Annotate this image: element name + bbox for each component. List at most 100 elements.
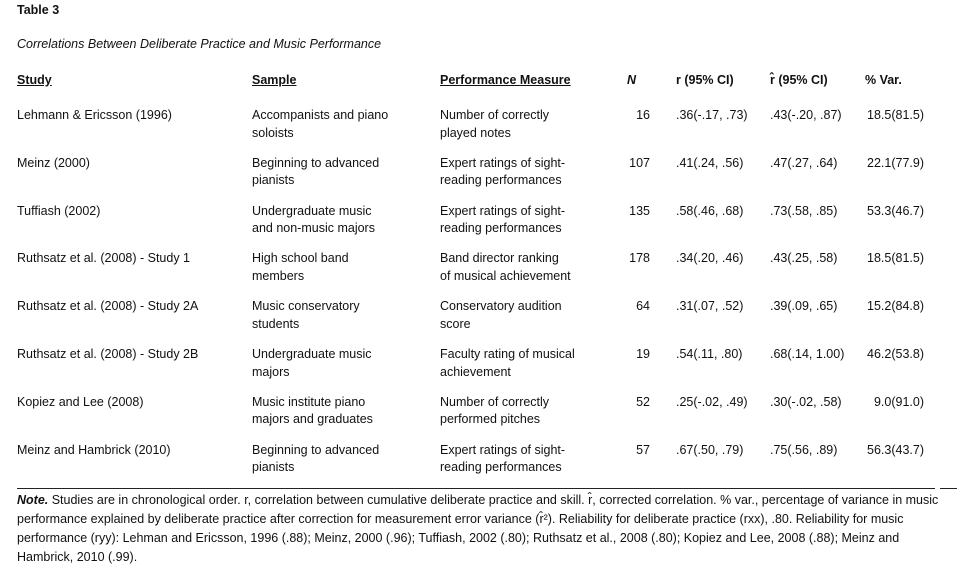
measure-cell-line: of musical achievement [440, 268, 571, 283]
var-cell: 9.0(91.0) [873, 394, 924, 409]
study-cell: Lehmann & Ericsson (1996) [17, 108, 172, 122]
measure-cell-line: Number of correctly [440, 108, 550, 122]
measure-cell-line: Expert ratings of sight- [440, 155, 566, 170]
measure-cell: Expert ratings of sight-reading performa… [440, 155, 565, 190]
sample-cell-line: majors and graduates [252, 412, 373, 427]
measure-cell-line: Expert ratings of sight- [440, 203, 566, 218]
header-sample: Sample [252, 73, 297, 87]
r-cell: .67(.50, .79) [676, 442, 744, 457]
n-cell: 19 [636, 347, 650, 361]
r-hat-cell: .68(.14, 1.00) [770, 347, 845, 361]
r-cell: .36(-.17, .73) [676, 108, 748, 122]
study-cell: Ruthsatz et al. (2008) - Study 1 [17, 251, 191, 266]
sample-cell-line: Beginning to advanced [252, 155, 380, 170]
sample-cell: Undergraduate music majors [252, 346, 372, 381]
measure-cell: Expert ratings of sight-reading performa… [440, 442, 565, 477]
r-cell: .41(.24, .56) [676, 155, 744, 170]
measure-cell-line: Band director ranking [440, 251, 559, 266]
n-cell: 64 [636, 299, 650, 314]
r-hat-cell: .75(.56, .89) [770, 442, 838, 457]
n-cell: 107 [629, 155, 650, 170]
measure-cell-line: performed pitches [440, 412, 541, 427]
r-hat-cell: .39(.09, .65) [770, 299, 838, 314]
sample-cell-line: and non-music majors [252, 221, 375, 236]
note-label: Note. [17, 493, 49, 507]
measure-cell-line: reading performances [440, 173, 562, 188]
var-cell: 53.3(46.7) [867, 203, 924, 218]
var-cell: 15.2(84.8) [867, 299, 924, 314]
sample-cell-line: Beginning to advanced [252, 442, 380, 457]
n-cell: 57 [636, 442, 650, 457]
measure-cell: Number of correctly played notes [440, 107, 549, 142]
n-cell: 52 [636, 394, 650, 409]
r-cell: .58(.46, .68) [676, 203, 744, 218]
r-cell: .25(-.02, .49) [676, 394, 748, 409]
r-cell: .31(.07, .52) [676, 299, 744, 314]
header-r-hat: r̂ (95% CI) [770, 73, 828, 87]
r-hat-cell: .43(.25, .58) [770, 251, 838, 266]
study-cell: Ruthsatz et al. (2008) - Study 2B [17, 347, 199, 361]
n-cell: 16 [636, 108, 650, 122]
study-cell: Tuffiash (2002) [17, 203, 101, 218]
measure-cell-line: played notes [440, 125, 511, 140]
n-cell: 178 [629, 251, 650, 266]
table-row: Tuffiash (2002) Undergraduate music and no… [0, 203, 957, 243]
table-row: Ruthsatz et al. (2008) - Study 1 High sch… [0, 250, 957, 290]
header-measure: Performance Measure [440, 73, 571, 87]
measure-cell-line: score [440, 316, 471, 331]
study-cell: Meinz and Hambrick (2010) [17, 442, 171, 457]
measure-cell-line: achievement [440, 364, 511, 379]
sample-cell-line: members [252, 268, 305, 283]
measure-cell: Band director ranking of musical achievem… [440, 250, 571, 285]
table-label: Table 3 [17, 3, 60, 17]
measure-cell-line: Expert ratings of sight- [440, 442, 566, 457]
table-bottom-rule [17, 488, 935, 489]
note-text: Studies are in chronological order. r, c… [17, 493, 939, 564]
measure-cell: Number of correctly performed pitches [440, 394, 549, 429]
header-var: % Var. [865, 73, 902, 87]
sample-cell: Beginning to advanced pianists [252, 155, 379, 190]
sample-cell-line: students [252, 316, 300, 331]
var-cell: 56.3(43.7) [867, 442, 924, 457]
table-row: Ruthsatz et al. (2008) - Study 2A Music c… [0, 298, 957, 338]
table-row: Kopiez and Lee (2008) Music institute pia… [0, 394, 957, 434]
r-hat-cell: .47(.27, .64) [770, 155, 838, 170]
measure-cell-line: reading performances [440, 221, 562, 236]
table-row: Ruthsatz et al. (2008) - Study 2B Undergr… [0, 346, 957, 386]
var-cell: 18.5(81.5) [867, 251, 924, 266]
var-cell: 22.1(77.9) [867, 155, 924, 170]
r-cell: .34(.20, .46) [676, 251, 744, 266]
header-n: N [627, 73, 637, 87]
sample-cell: Beginning to advanced pianists [252, 442, 379, 477]
n-cell: 135 [629, 203, 650, 218]
header-r: r (95% CI) [676, 73, 734, 87]
sample-cell-line: pianists [252, 173, 295, 188]
r-hat-cell: .30(-.02, .58) [770, 394, 842, 409]
study-cell: Ruthsatz et al. (2008) - Study 2A [17, 299, 199, 314]
measure-cell-line: Conservatory audition [440, 299, 562, 314]
sample-cell-line: Undergraduate music [252, 203, 372, 218]
measure-cell-line: reading performances [440, 460, 562, 475]
sample-cell: High school band members [252, 250, 349, 285]
table-row: Lehmann & Ericsson (1996) Accompanists an… [0, 107, 957, 147]
var-cell: 46.2(53.8) [867, 347, 924, 361]
sample-cell-line: majors [252, 364, 290, 379]
table-caption: Correlations Between Deliberate Practice… [17, 37, 382, 51]
measure-cell-line: Number of correctly [440, 394, 550, 409]
sample-cell-line: Music institute piano [252, 394, 366, 409]
sample-cell-line: High school band [252, 251, 349, 266]
sample-cell-line: pianists [252, 460, 295, 475]
sample-cell-line: Accompanists and piano [252, 108, 389, 122]
table-note: Note. Studies are in chronological order… [17, 491, 942, 567]
table-row: Meinz and Hambrick (2010) Beginning to ad… [0, 442, 957, 482]
sample-cell: Music institute piano majors and graduate… [252, 394, 373, 429]
measure-cell: Expert ratings of sight-reading performa… [440, 203, 565, 238]
study-cell: Kopiez and Lee (2008) [17, 394, 144, 409]
sample-cell: Undergraduate music and non-music majors [252, 203, 375, 238]
var-cell: 18.5(81.5) [867, 108, 924, 122]
sample-cell-line: soloists [252, 125, 294, 140]
table-bottom-rule-segment [940, 488, 957, 489]
study-cell: Meinz (2000) [17, 155, 90, 170]
sample-cell: Accompanists and piano soloists [252, 107, 388, 142]
sample-cell-line: Undergraduate music [252, 347, 372, 361]
